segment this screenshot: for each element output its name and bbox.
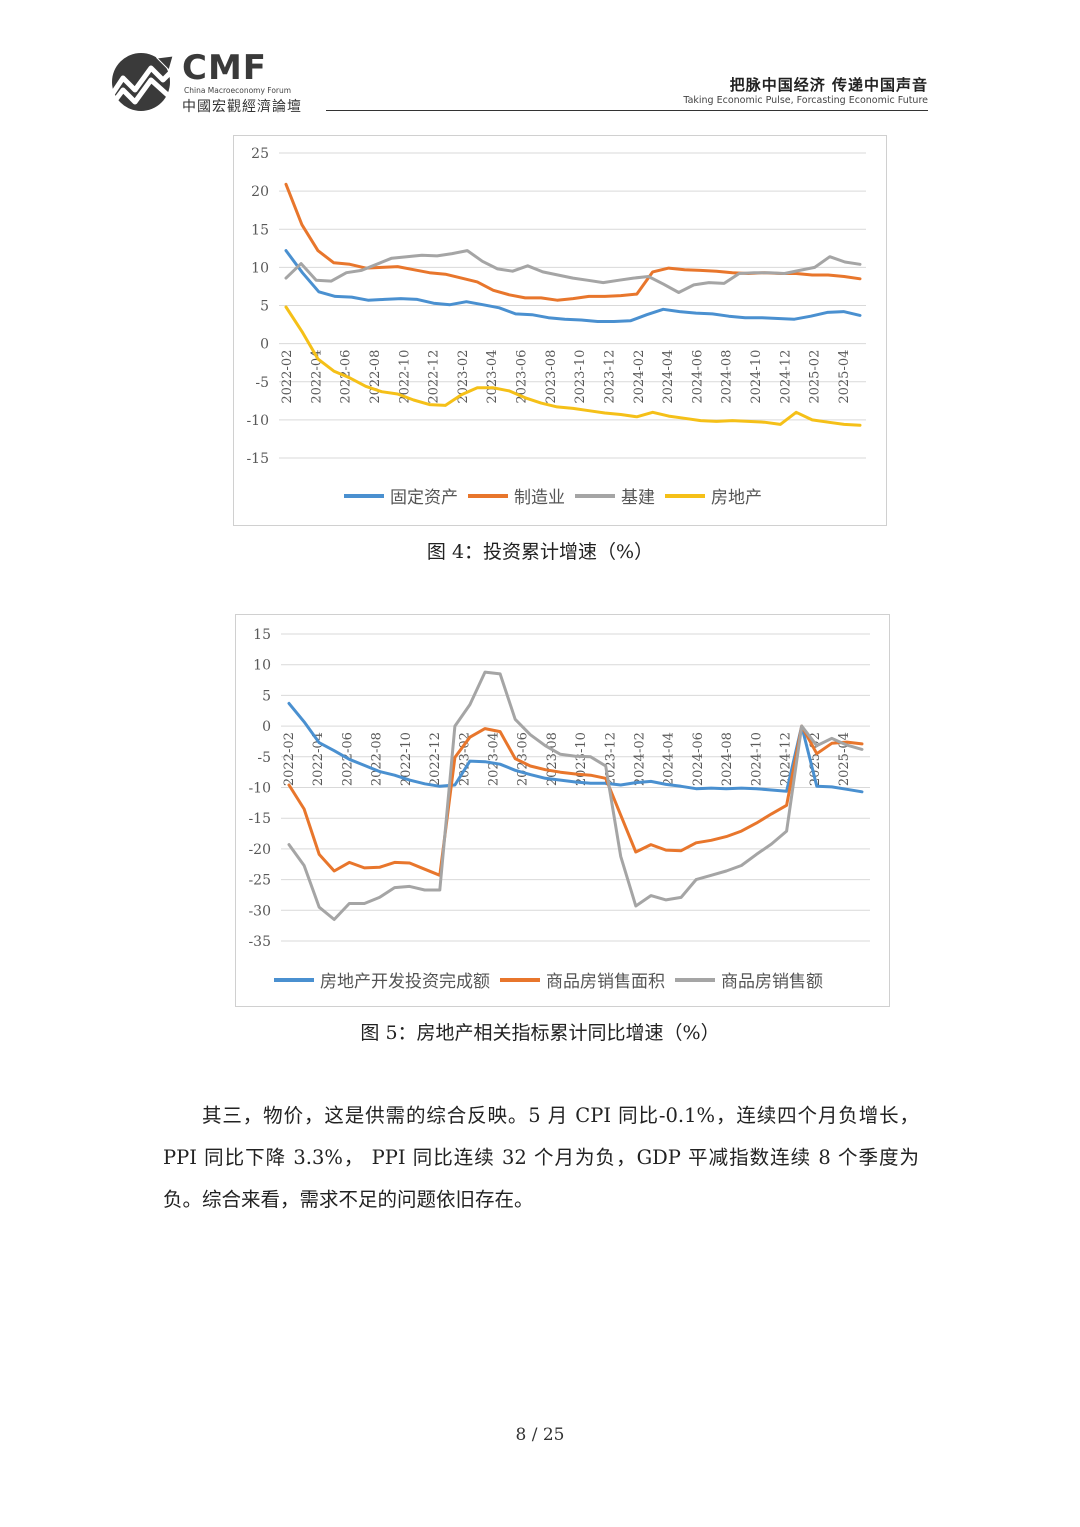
x-tick-label: 2023-10 [573, 350, 588, 404]
x-tick-label: 2024-10 [749, 732, 764, 786]
legend-swatch [468, 493, 508, 498]
y-tick-label: -10 [246, 413, 269, 429]
cmf-logo-icon [108, 53, 174, 111]
legend-swatch [575, 493, 615, 498]
series-line [287, 670, 864, 921]
real-estate-indicators-chart: 15 10 5 0 -5 -10 -15 -20 -25 -30 -35 2022-02 2022-04… [235, 614, 890, 1007]
y-tick-label: -15 [246, 451, 269, 467]
x-tick-label: 2023-04 [486, 732, 501, 786]
x-tick-label: 2023-06 [515, 350, 530, 404]
y-tick-label: -5 [255, 375, 269, 391]
y-tick-label: 15 [253, 627, 271, 643]
legend-swatch [344, 493, 384, 498]
legend-item: 制造业 [468, 483, 565, 508]
y-tick-label: -20 [248, 842, 271, 858]
series-line [287, 701, 864, 794]
legend-label: 固定资产 [390, 488, 458, 508]
series-line [287, 724, 864, 877]
x-tick-label: 2024-04 [661, 350, 676, 404]
x-tick-label: 2022-02 [282, 732, 297, 786]
x-tick-label: 2023-04 [485, 350, 500, 404]
series-line [284, 182, 862, 302]
legend-label: 商品房销售额 [721, 972, 823, 992]
x-tick-label: 2023-10 [574, 732, 589, 786]
x-tick-label: 2022-08 [368, 350, 383, 404]
legend-item: 商品房销售额 [675, 967, 823, 992]
x-tick-label: 2024-04 [662, 732, 677, 786]
x-tick-label: 2022-08 [370, 732, 385, 786]
legend-swatch [500, 977, 540, 982]
x-tick-label: 2022-04 [309, 350, 324, 404]
legend-label: 房地产 [711, 488, 762, 508]
series-line [284, 249, 862, 323]
x-tick-label: 2022-02 [280, 350, 295, 404]
y-tick-label: -25 [248, 873, 271, 889]
y-tick-label: 20 [251, 184, 269, 200]
x-tick-label: 2022-12 [427, 350, 442, 404]
header-slogan-english: Taking Economic Pulse, Forcasting Econom… [683, 95, 928, 106]
figure-4-caption: 图 4：投资累计增速（%） [426, 541, 654, 563]
x-tick-label: 2024-02 [633, 732, 648, 786]
legend-label: 商品房销售面积 [546, 972, 665, 992]
figure-5-caption: 图 5：房地产相关指标累计同比增速（%） [360, 1022, 720, 1044]
x-tick-label: 2025-04 [837, 350, 852, 404]
x-tick-label: 2022-10 [397, 350, 412, 404]
y-tick-label: 0 [260, 337, 269, 353]
x-tick-label: 2024-06 [690, 350, 705, 404]
legend-item: 基建 [575, 483, 655, 508]
y-tick-label: 10 [251, 260, 269, 276]
y-tick-label: 0 [262, 719, 271, 735]
logo-chinese-name: 中國宏觀經濟論壇 [182, 99, 302, 115]
y-tick-label: -5 [257, 750, 271, 766]
body-paragraph: 其三，物价，这是供需的综合反映。5 月 CPI 同比-0.1%，连续四个月负增长… [163, 1104, 919, 1211]
y-tick-label: -15 [248, 811, 271, 827]
page-number: 8 / 25 [515, 1425, 565, 1445]
investment-growth-chart: 25 20 15 10 5 0 -5 -10 -15 2022-02 2022-04 2022-06 2… [233, 135, 887, 526]
y-tick-label: 5 [260, 299, 269, 315]
logo-wordmark: CMF [182, 48, 268, 88]
x-tick-label: 2022-12 [428, 732, 443, 786]
y-tick-label: -10 [248, 781, 271, 797]
legend-swatch [665, 493, 705, 498]
legend-item: 固定资产 [344, 483, 458, 508]
series-line [284, 249, 862, 294]
legend-swatch [274, 977, 314, 982]
x-tick-label: 2024-06 [691, 732, 706, 786]
y-tick-label: -35 [248, 934, 271, 950]
y-tick-label: -30 [248, 903, 271, 919]
chart-legend: 房地产开发投资完成额 商品房销售面积 商品房销售额 [274, 967, 833, 992]
legend-label: 基建 [621, 488, 655, 508]
legend-label: 房地产开发投资完成额 [320, 972, 490, 992]
x-tick-label: 2023-12 [602, 350, 617, 404]
y-tick-label: 10 [253, 658, 271, 674]
legend-item: 商品房销售面积 [500, 967, 665, 992]
series-line [284, 305, 862, 427]
legend-label: 制造业 [514, 488, 565, 508]
legend-item: 房地产开发投资完成额 [274, 967, 490, 992]
y-tick-label: 5 [262, 688, 271, 704]
x-tick-label: 2024-02 [632, 350, 647, 404]
y-tick-label: 15 [251, 222, 269, 238]
x-tick-label: 2025-02 [808, 350, 823, 404]
header-divider [326, 110, 928, 111]
x-tick-label: 2023-02 [456, 350, 471, 404]
x-tick-label: 2023-08 [544, 350, 559, 404]
page-header: CMF China Macroeconomy Forum 中國宏觀經濟論壇 把脉… [0, 0, 1080, 120]
x-tick-label: 2024-08 [720, 350, 735, 404]
x-tick-label: 2024-12 [778, 350, 793, 404]
y-tick-label: 25 [251, 146, 269, 162]
legend-swatch [675, 977, 715, 982]
chart-legend: 固定资产 制造业 基建 房地产 [344, 483, 772, 508]
legend-item: 房地产 [665, 483, 762, 508]
x-tick-label: 2024-08 [720, 732, 735, 786]
x-tick-label: 2022-10 [399, 732, 414, 786]
header-slogan: 把脉中国经济 传递中国声音 [729, 76, 928, 94]
logo-english-name: China Macroeconomy Forum [184, 86, 292, 95]
x-tick-label: 2024-10 [749, 350, 764, 404]
